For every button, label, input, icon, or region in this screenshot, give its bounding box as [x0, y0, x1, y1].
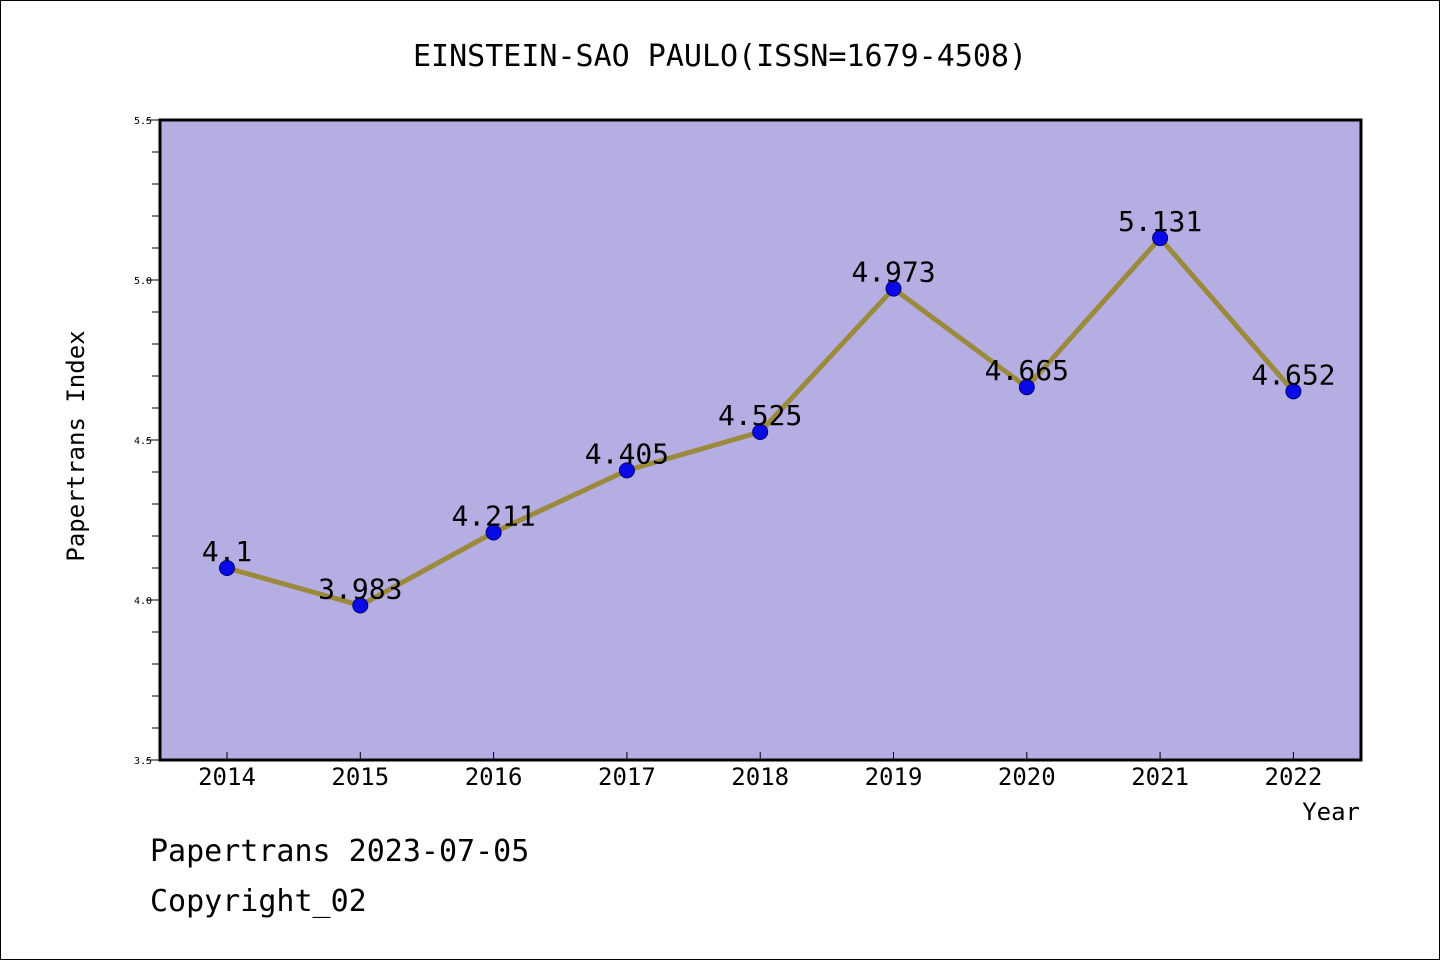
x-tick-label: 2017	[598, 763, 656, 791]
chart-title: EINSTEIN-SAO PAULO(ISSN=1679-4508)	[413, 39, 1027, 74]
y-tick-label: 5.5	[134, 116, 152, 127]
data-point	[485, 524, 502, 541]
y-tick-label: 4.5	[134, 436, 152, 447]
y-axis-label: Papertrans Index	[62, 330, 90, 561]
x-tick-label: 2019	[865, 763, 923, 791]
data-point	[219, 560, 235, 576]
plot-area	[158, 118, 1363, 762]
data-label: 5.131	[1118, 205, 1202, 238]
data-labels-group: 4.1 3.983 4.211 4.405 4.525 4.973 4.665 5.131 4.…	[202, 205, 1336, 605]
y-axis: 3.5 4.0 4.5 5.0 5.5	[134, 116, 160, 767]
data-point	[1018, 379, 1035, 396]
data-label: 4.211	[451, 499, 535, 532]
x-axis: 2014 2015 2016 2017 2018 2019 2020 2021 2022	[198, 752, 1322, 791]
data-label: 4.1	[202, 535, 253, 568]
data-label: 4.525	[718, 399, 802, 432]
y-tick-label: 4.0	[134, 596, 152, 607]
data-point	[618, 462, 635, 479]
x-tick-label: 2022	[1265, 763, 1323, 791]
x-tick-label: 2016	[465, 763, 523, 791]
x-tick-label: 2014	[198, 763, 256, 791]
x-tick-label: 2021	[1131, 763, 1189, 791]
footer-date: Papertrans 2023-07-05	[150, 834, 530, 869]
data-label: 3.983	[318, 572, 402, 605]
data-point	[1285, 383, 1302, 400]
data-label: 4.973	[851, 256, 935, 289]
x-tick-label: 2018	[731, 763, 789, 791]
data-point	[885, 280, 902, 297]
x-axis-label: Year	[1302, 798, 1360, 826]
y-tick-label: 3.5	[134, 756, 152, 767]
footer-copyright: Copyright_02	[150, 884, 367, 919]
data-point	[1152, 230, 1169, 247]
x-tick-label: 2020	[998, 763, 1056, 791]
data-label: 4.652	[1251, 358, 1335, 391]
data-point	[752, 424, 769, 440]
data-label: 4.665	[985, 354, 1069, 387]
data-label: 4.405	[585, 437, 669, 470]
data-point	[352, 597, 369, 614]
y-tick-label: 5.0	[134, 276, 152, 287]
series-group	[219, 230, 1302, 614]
x-tick-label: 2015	[331, 763, 389, 791]
